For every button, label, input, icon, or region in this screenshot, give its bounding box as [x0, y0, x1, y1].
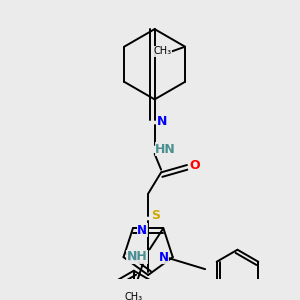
Text: CH₃: CH₃ — [154, 46, 172, 56]
Text: NH: NH — [127, 250, 148, 263]
Text: CH₃: CH₃ — [125, 292, 143, 300]
Text: N: N — [128, 250, 138, 264]
Text: N: N — [158, 250, 169, 264]
Text: N: N — [137, 224, 147, 236]
Text: HN: HN — [155, 143, 176, 156]
Text: N: N — [157, 115, 167, 128]
Text: S: S — [151, 209, 160, 222]
Text: O: O — [189, 158, 200, 172]
